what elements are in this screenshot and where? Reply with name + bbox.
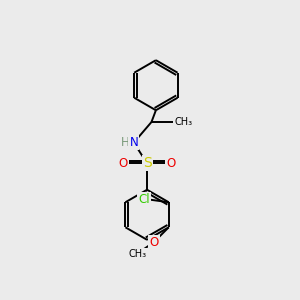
Text: Cl: Cl — [138, 193, 150, 206]
Text: H: H — [121, 136, 130, 149]
Text: O: O — [149, 236, 159, 248]
Text: CH₃: CH₃ — [174, 117, 192, 127]
Text: O: O — [119, 157, 128, 170]
Text: O: O — [166, 157, 175, 170]
Text: S: S — [143, 156, 152, 170]
Text: CH₃: CH₃ — [129, 249, 147, 259]
Text: N: N — [129, 136, 138, 149]
